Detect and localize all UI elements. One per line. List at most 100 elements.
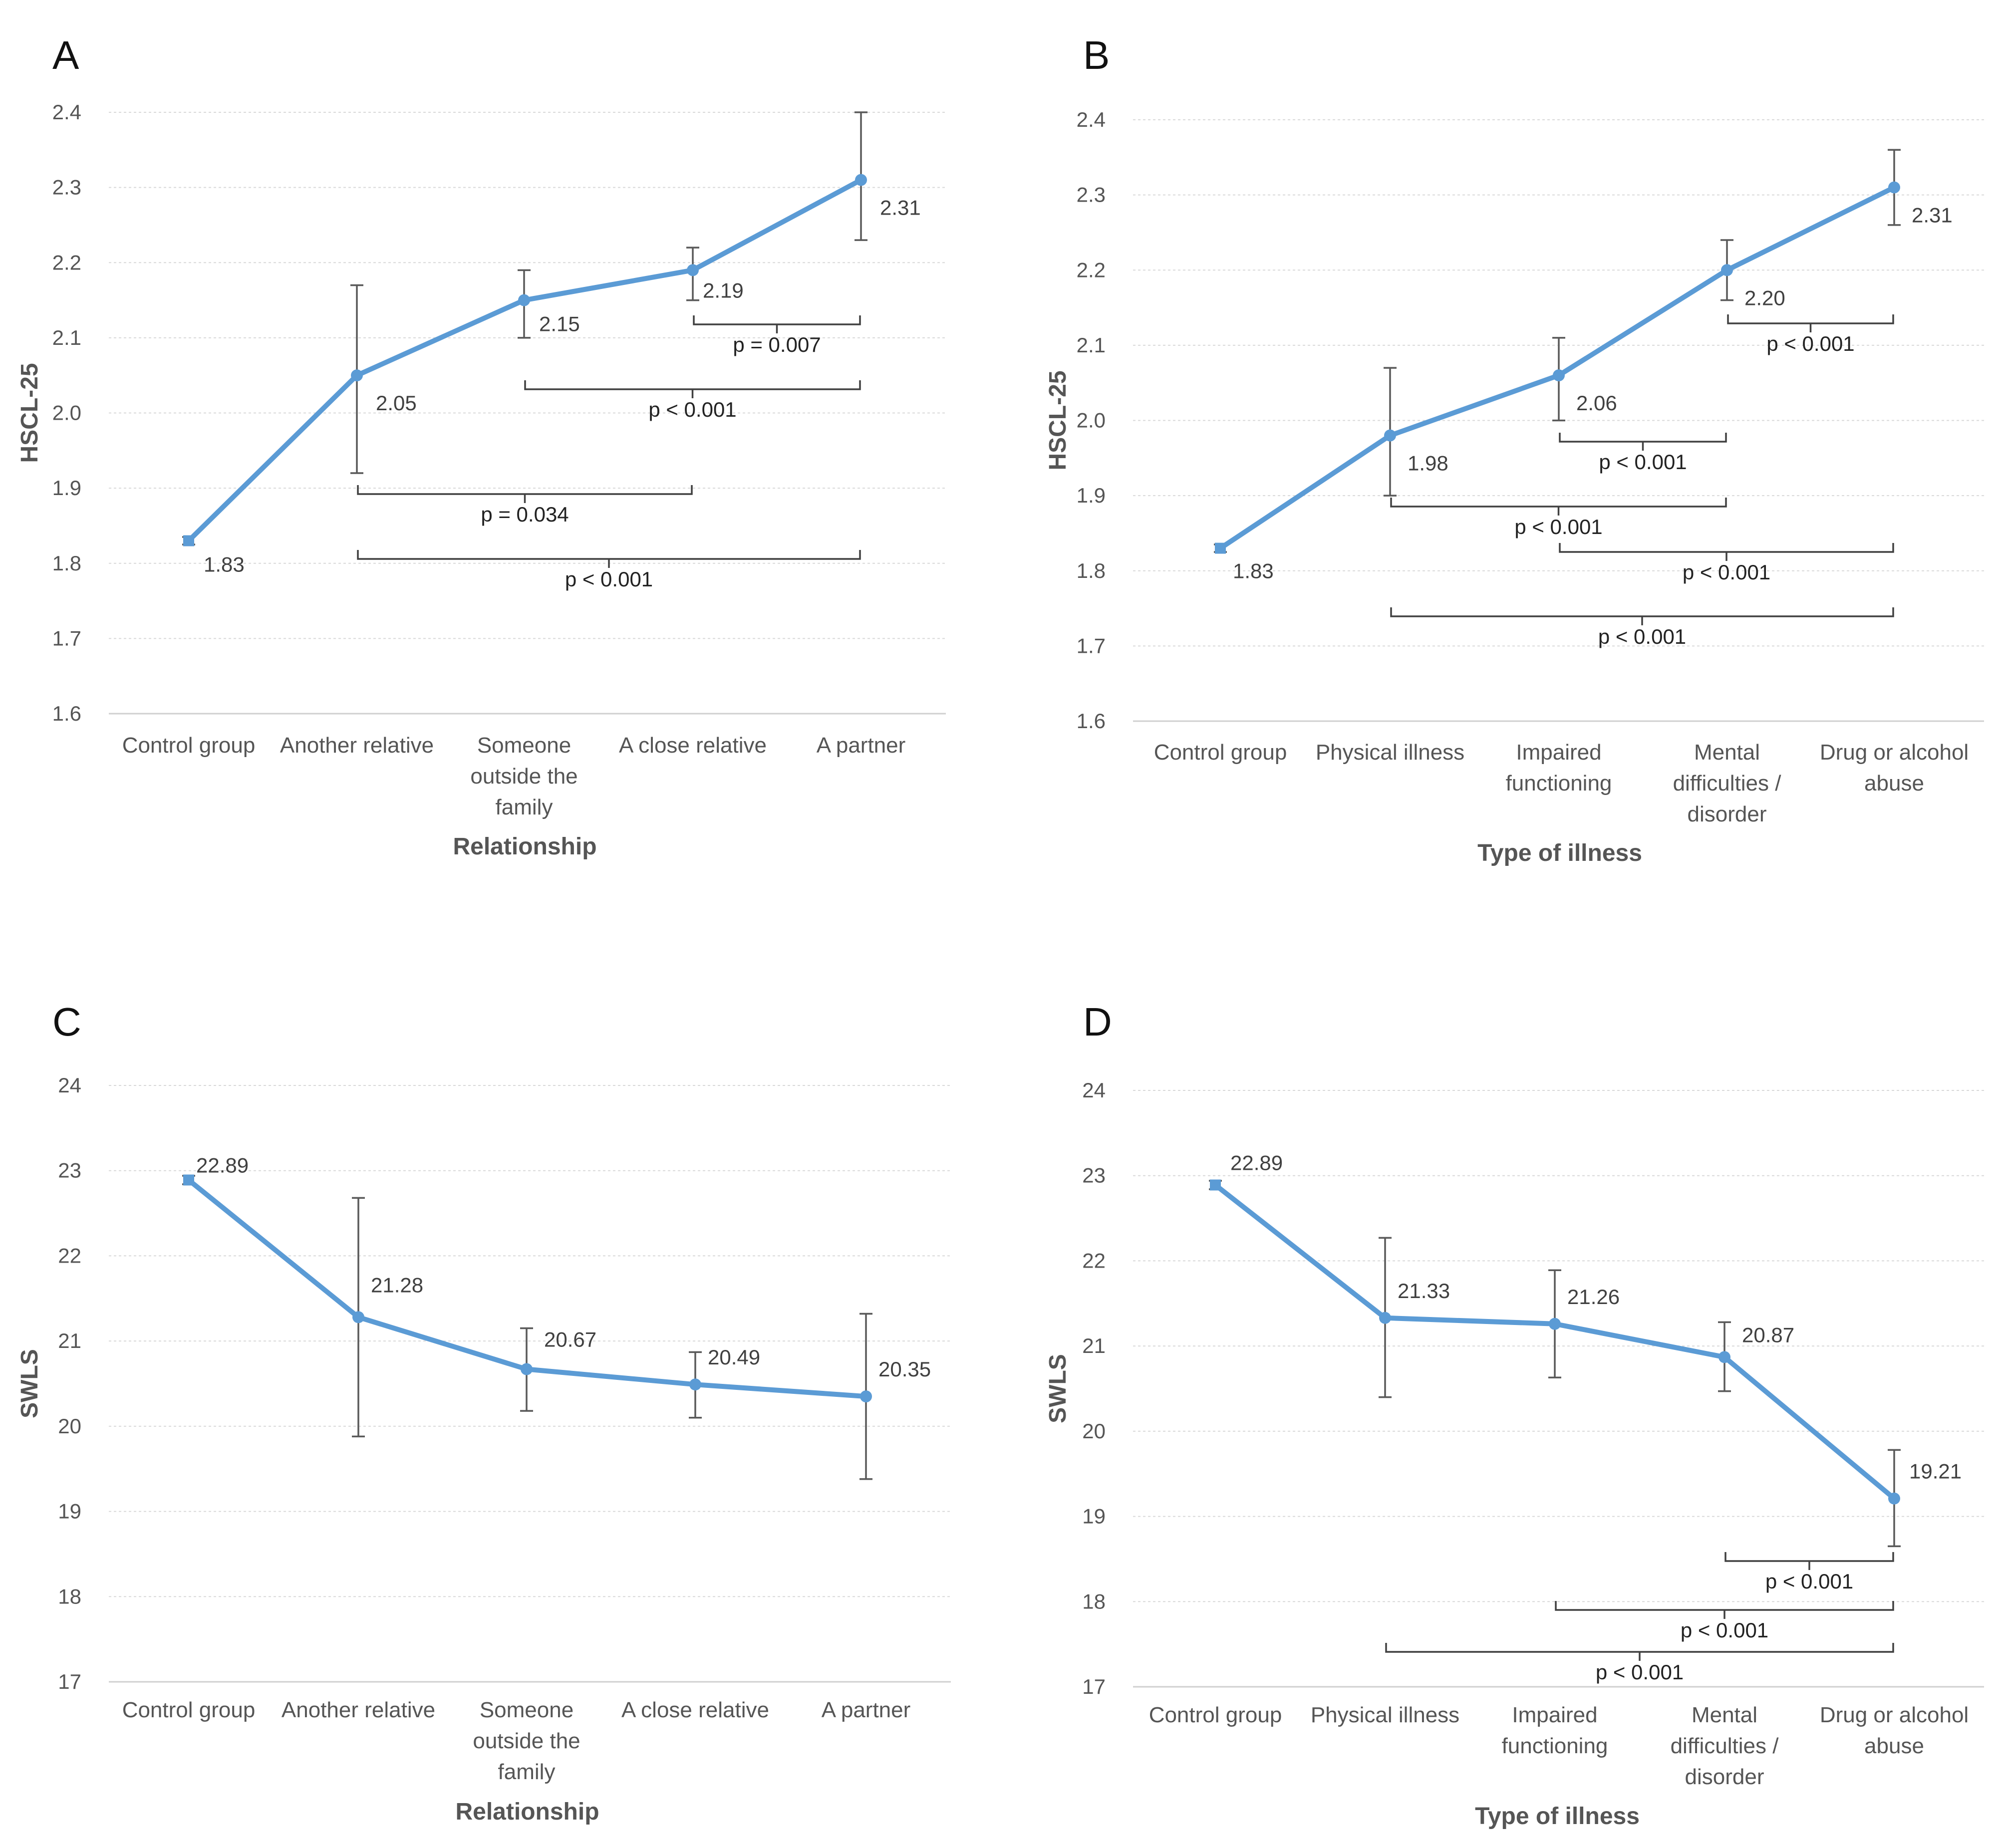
data-label: 21.26: [1567, 1285, 1620, 1309]
y-tick-label: 2.3: [1077, 183, 1106, 207]
data-label: 20.35: [878, 1357, 931, 1381]
x-category-label-line: A close relative: [621, 1698, 769, 1722]
x-category-label-line: abuse: [1864, 1734, 1924, 1758]
x-axis-title: Relationship: [455, 1799, 599, 1825]
data-label: 20.87: [1742, 1323, 1794, 1346]
x-category-label: Physical illness: [1311, 1703, 1459, 1727]
data-point: [1718, 1351, 1730, 1363]
panel-b: B 1.6 1.7 1.8 1.9 2.0 2.1 2.2 2.3 2.4 HSCL-25 Contr…: [1045, 33, 1984, 866]
significance-bracket: [1559, 543, 1894, 561]
data-label: 1.98: [1408, 452, 1448, 475]
x-category-label-line: Control group: [1149, 1703, 1282, 1727]
x-category-label-line: outside the: [473, 1729, 580, 1753]
y-tick-label: 24: [1082, 1078, 1106, 1102]
data-label: 2.15: [539, 312, 580, 336]
data-label: 19.21: [1909, 1460, 1962, 1483]
data-point: [689, 1378, 701, 1391]
panel-letter: A: [52, 33, 79, 77]
y-tick-label: 1.9: [1077, 484, 1106, 507]
data-label: 22.89: [1230, 1151, 1283, 1174]
y-tick-label: 1.7: [1077, 634, 1106, 657]
x-category-label: Control group: [122, 1698, 256, 1722]
p-value-label: p < 0.001: [648, 398, 736, 421]
data-point: [1379, 1312, 1391, 1324]
y-tick-label: 2.4: [52, 100, 81, 124]
y-tick-label: 2.2: [52, 251, 81, 274]
x-category-label-line: family: [496, 795, 553, 819]
y-tick-label: 22: [1082, 1249, 1106, 1272]
x-category-label-line: A partner: [817, 733, 906, 758]
data-label: 2.31: [880, 196, 921, 220]
x-category-label: Drug or alcohol abuse: [1820, 1703, 1969, 1758]
y-axis-title: HSCL-25: [1045, 370, 1071, 470]
p-value-label: p < 0.001: [1765, 1570, 1853, 1593]
x-category-label: Someone outside the family: [473, 1698, 580, 1784]
y-tick-label: 17: [1082, 1675, 1106, 1698]
significance-bracket: [1724, 1552, 1894, 1570]
significance-bracket: [1390, 498, 1727, 516]
significance-bracket: [524, 380, 861, 398]
data-point: [352, 1311, 364, 1323]
data-point: [518, 294, 530, 306]
x-axis-title: Type of illness: [1477, 840, 1642, 866]
y-axis-title: HSCL-25: [16, 363, 43, 463]
x-category-label: A close relative: [621, 1698, 769, 1722]
x-axis-title: Relationship: [453, 833, 596, 860]
panel-a: A 1.6 1.7 1.8 1.9 2.0 2.1 2.2 2.3 2.4 HSCL-25 Contr…: [16, 33, 946, 860]
y-tick-label: 2.2: [1077, 258, 1106, 281]
y-tick-label: 20: [1082, 1419, 1106, 1443]
x-category-label-line: Drug or alcohol: [1820, 740, 1969, 765]
y-tick-label: 21: [1082, 1334, 1106, 1357]
x-category-label-line: Another relative: [280, 733, 434, 758]
significance-bracket: [1559, 433, 1727, 451]
data-point: [1384, 429, 1396, 442]
significance-bracket: [693, 315, 861, 333]
p-value-label: p < 0.001: [1683, 560, 1770, 584]
x-category-label-line: A partner: [822, 1698, 911, 1722]
x-axis-title: Type of illness: [1475, 1803, 1640, 1830]
data-point: [1721, 264, 1733, 276]
significance-bracket: [357, 485, 693, 503]
x-category-label: Physical illness: [1316, 740, 1464, 765]
x-category-label-line: Impaired: [1516, 740, 1601, 765]
data-label: 2.05: [376, 391, 417, 415]
x-category-label: Control group: [1149, 1703, 1282, 1727]
significance-bracket: [1727, 314, 1894, 332]
panel-c: C 17 18 19 20 21 22 23 24 SWLS Control group Anothe…: [16, 1000, 951, 1825]
x-category-label: Someone outside the family: [470, 733, 577, 819]
panel-letter: D: [1083, 1000, 1112, 1044]
y-tick-label: 19: [1082, 1505, 1106, 1528]
x-category-label-line: disorder: [1685, 1765, 1764, 1789]
x-category-label-line: Impaired: [1512, 1703, 1597, 1727]
x-category-label-line: Someone: [480, 1698, 573, 1722]
y-tick-label: 2.0: [1077, 409, 1106, 432]
x-category-label-line: Mental: [1692, 1703, 1757, 1727]
panel-d: D 17 18 19 20 21 22 23 24 SWLS Control group Physic…: [1045, 1000, 1984, 1830]
x-category-label: Drug or alcohol abuse: [1820, 740, 1969, 795]
p-value-label: p = 0.007: [733, 333, 821, 356]
data-point: [1549, 1318, 1561, 1330]
y-tick-label: 2.1: [1077, 333, 1106, 357]
y-tick-label: 23: [58, 1159, 81, 1182]
data-label: 20.67: [544, 1327, 596, 1351]
p-value-label: p < 0.001: [1766, 332, 1854, 355]
data-label: 2.31: [1912, 204, 1953, 227]
data-label: 2.19: [703, 278, 744, 302]
data-label: 1.83: [1233, 559, 1274, 583]
x-category-label: Another relative: [280, 733, 434, 758]
data-point: [351, 369, 363, 382]
y-tick-label: 1.8: [1077, 559, 1106, 582]
x-category-label: A partner: [817, 733, 906, 758]
data-label: 1.83: [204, 553, 245, 576]
y-tick-label: 23: [1082, 1164, 1106, 1187]
x-category-label-line: Another relative: [282, 1698, 435, 1722]
significance-bracket: [357, 550, 861, 568]
x-category-label-line: Control group: [122, 733, 256, 758]
data-point: [521, 1363, 533, 1375]
data-label: 20.49: [708, 1345, 760, 1369]
x-category-label-line: family: [498, 1760, 556, 1784]
significance-bracket: [1555, 1601, 1894, 1619]
y-tick-label: 1.7: [52, 626, 81, 650]
x-category-label: Mental difficulties / disorder: [1673, 740, 1782, 826]
x-category-label-line: disorder: [1688, 802, 1767, 826]
